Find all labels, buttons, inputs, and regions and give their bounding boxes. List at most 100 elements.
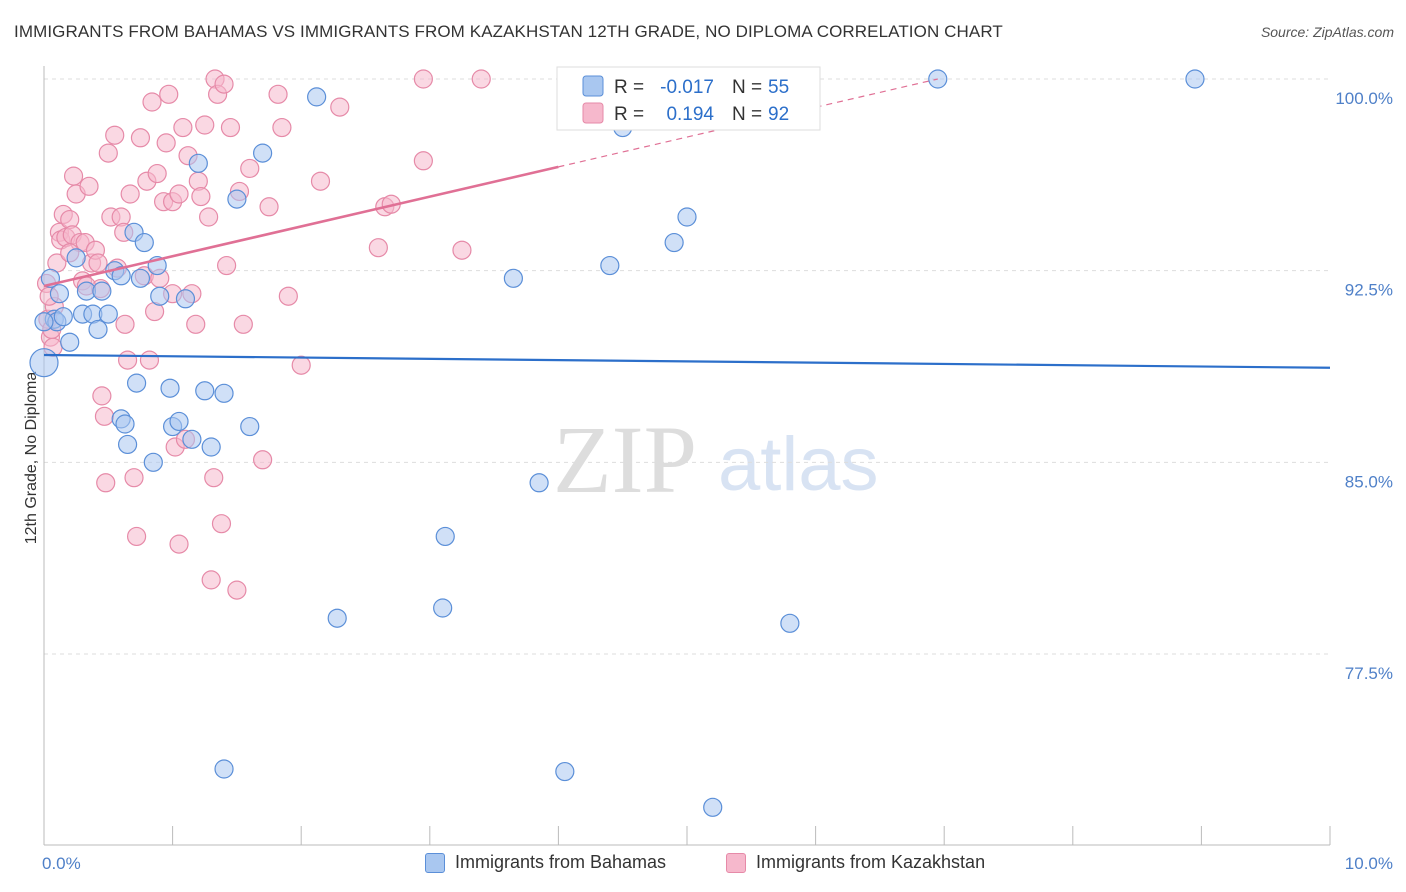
bahamas-point-46 xyxy=(664,232,684,253)
kazakhstan-point-35 xyxy=(130,128,151,148)
kazakhstan-point-65 xyxy=(214,74,234,94)
bahamas-point-5 xyxy=(60,332,80,352)
bahamas-point-35 xyxy=(253,143,273,163)
kazakhstan-point-16 xyxy=(79,176,99,196)
bahamas-point-11 xyxy=(92,281,112,301)
legend-swatch-bahamas xyxy=(582,75,604,97)
bahamas-point-42 xyxy=(503,268,523,288)
kazakhstan-point-80 xyxy=(368,238,388,258)
kazakhstan-point-41 xyxy=(147,163,167,184)
bahamas-point-47 xyxy=(677,207,697,227)
kazakhstan-point-78 xyxy=(310,171,331,191)
kazakhstan-point-50 xyxy=(169,184,189,204)
kazakhstan-point-39 xyxy=(142,92,162,112)
bahamas-point-40 xyxy=(435,526,455,547)
kazakhstan-point-61 xyxy=(204,468,224,488)
legend-bottom: Immigrants from Bahamas Immigrants from … xyxy=(0,852,1406,878)
y-tick-label-0: 100.0% xyxy=(1335,89,1393,108)
kazakhstan-point-55 xyxy=(186,314,206,334)
kazakhstan-point-58 xyxy=(195,115,215,135)
bahamas-point-36 xyxy=(214,759,234,779)
watermark-zip: ZIP xyxy=(553,406,697,513)
bahamas-point-21 xyxy=(143,452,163,472)
bahamas-point-37 xyxy=(307,87,327,107)
bahamas-point-15 xyxy=(115,414,135,434)
chart-source: Source: ZipAtlas.com xyxy=(1260,24,1394,40)
bahamas-point-54 xyxy=(111,266,131,286)
bahamas-point-43 xyxy=(555,761,575,782)
bahamas-point-4 xyxy=(53,307,73,327)
legend-r-label-bahamas: R = xyxy=(614,77,644,98)
legend-r-label-kazakhstan: R = xyxy=(614,104,644,125)
trend-line-bahamas xyxy=(43,353,1331,369)
kazakhstan-point-30 xyxy=(115,314,135,334)
kazakhstan-point-11 xyxy=(63,166,84,186)
kazakhstan-point-68 xyxy=(227,580,247,600)
legend-r-value-kazakhstan: 0.194 xyxy=(666,104,714,125)
bahamas-point-12 xyxy=(98,304,118,324)
bahamas-point-52 xyxy=(29,348,59,378)
kazakhstan-point-79 xyxy=(330,97,350,117)
bahamas-point-20 xyxy=(134,232,154,253)
kazakhstan-point-71 xyxy=(240,158,260,179)
y-tick-label-1: 92.5% xyxy=(1345,281,1393,300)
bahamas-point-51 xyxy=(1185,69,1205,89)
bahamas-point-39 xyxy=(433,598,453,618)
kazakhstan-point-57 xyxy=(191,186,211,207)
watermark-atlas: atlas xyxy=(718,422,879,507)
bahamas-point-29 xyxy=(188,153,208,173)
watermark: ZIP atlas xyxy=(553,406,879,513)
bahamas-point-28 xyxy=(182,429,202,449)
trend-line-kazakhstan xyxy=(43,165,559,288)
kazakhstan-point-74 xyxy=(268,84,288,104)
kazakhstan-point-60 xyxy=(201,570,221,590)
kazakhstan-point-72 xyxy=(253,450,273,470)
bahamas-point-38 xyxy=(327,608,347,628)
bahamas-point-10 xyxy=(88,319,108,340)
kazakhstan-point-33 xyxy=(124,468,144,488)
legend-bottom-swatch-kazakhstan xyxy=(726,852,746,873)
series-bahamas-points xyxy=(29,69,1205,817)
bahamas-point-34 xyxy=(240,416,260,437)
kazakhstan-point-32 xyxy=(120,184,140,204)
bahamas-point-16 xyxy=(117,434,138,455)
legend-swatch-kazakhstan xyxy=(582,102,604,124)
bahamas-point-41 xyxy=(529,473,549,493)
kazakhstan-point-23 xyxy=(96,473,116,493)
bahamas-point-44 xyxy=(600,255,620,276)
kazakhstan-point-38 xyxy=(139,350,160,370)
kazakhstan-point-77 xyxy=(291,355,311,375)
kazakhstan-point-21 xyxy=(92,386,112,406)
bahamas-point-31 xyxy=(201,437,221,457)
legend-top: R = -0.017 N = 55 R = 0.194 N = 92 xyxy=(556,66,821,131)
kazakhstan-point-66 xyxy=(217,255,237,276)
y-axis-label: 12th Grade, No Diploma xyxy=(23,372,40,545)
legend-n-value-kazakhstan: 92 xyxy=(768,104,789,125)
kazakhstan-point-59 xyxy=(199,207,219,227)
kazakhstan-point-73 xyxy=(259,197,279,217)
kazakhstan-point-45 xyxy=(159,84,179,104)
bahamas-point-18 xyxy=(126,373,147,393)
legend-bottom-swatch-bahamas xyxy=(425,852,445,873)
kazakhstan-point-70 xyxy=(233,314,253,334)
kazakhstan-point-83 xyxy=(413,151,433,171)
kazakhstan-point-34 xyxy=(126,526,147,547)
bahamas-point-3 xyxy=(49,284,70,304)
legend-n-label-kazakhstan: N = xyxy=(732,104,762,125)
bahamas-point-6 xyxy=(66,248,86,268)
bahamas-point-19 xyxy=(130,268,151,288)
kazakhstan-point-44 xyxy=(156,133,176,153)
bahamas-point-53 xyxy=(34,312,54,332)
bahamas-point-48 xyxy=(703,797,723,817)
kazakhstan-point-67 xyxy=(220,117,241,138)
kazakhstan-point-85 xyxy=(452,240,472,260)
bahamas-point-26 xyxy=(169,411,189,432)
x-tick-label-1: 10.0% xyxy=(1345,854,1393,873)
kazakhstan-point-22 xyxy=(94,406,115,426)
bahamas-point-49 xyxy=(780,613,800,633)
bahamas-point-27 xyxy=(175,289,196,309)
kazakhstan-point-86 xyxy=(471,69,491,89)
trend-line-kazakhstan-extension xyxy=(558,78,938,168)
chart-title: IMMIGRANTS FROM BAHAMAS VS IMMIGRANTS FR… xyxy=(14,22,1003,41)
